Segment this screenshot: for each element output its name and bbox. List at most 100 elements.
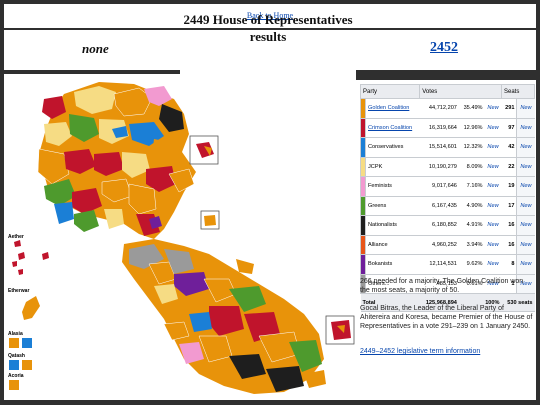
seats-change-cell: New xyxy=(516,98,535,119)
votes-cell: 16,319,664 xyxy=(419,117,459,138)
seats-cell: 42 xyxy=(501,137,517,158)
votes-cell: 9,017,646 xyxy=(419,176,459,197)
party-name: Alliance xyxy=(365,234,420,255)
table-row: Greens 6,167,435 4.90% New 17 New xyxy=(360,195,535,216)
inset-box-2 xyxy=(200,210,220,230)
seats-header: Seats xyxy=(501,84,535,99)
vote-pct-cell: 7.16% xyxy=(458,176,485,197)
party-name: Feminists xyxy=(365,176,420,197)
seats-change-cell: New xyxy=(516,176,535,197)
qatash-label: Qatash xyxy=(8,353,25,359)
votes-cell: 15,514,601 xyxy=(419,137,459,158)
party-name: Greens xyxy=(365,195,420,216)
alasia-label: Alasia xyxy=(8,331,23,337)
table-row: Golden Coalition 44,712,207 35.49% New 291 Ne… xyxy=(360,98,535,119)
inset-box-1 xyxy=(189,135,219,165)
vote-pct-cell: 12.96% xyxy=(458,117,485,138)
back-home-link[interactable]: Back to Home xyxy=(246,11,294,20)
seats-change-cell: New xyxy=(516,215,535,236)
top-nav-bar: Back to Home xyxy=(4,4,536,28)
vote-pct-cell: 3.94% xyxy=(458,234,485,255)
table-row: Conservatives 15,514,601 12.32% New 42 New xyxy=(360,137,535,158)
vote-change-cell: New xyxy=(484,176,502,197)
majority-text: 266 needed for a majority. The Golden Co… xyxy=(360,278,524,294)
seats-cell: 291 xyxy=(501,98,517,119)
party-name: Bokanists xyxy=(365,254,420,275)
results-map: Aether Etherwar Alasia Qatash Acoria xyxy=(4,74,356,400)
term-info-link[interactable]: 2449–2452 legislative term information xyxy=(360,348,481,355)
vote-change-cell: New xyxy=(484,156,502,177)
table-row: Feminists 9,017,646 7.16% New 19 New xyxy=(360,176,535,197)
votes-cell: 44,712,207 xyxy=(419,98,459,119)
total-votes: 125,968,894 xyxy=(419,293,459,312)
next-election-link[interactable]: 2452 xyxy=(430,40,458,55)
total-seats: 530 seats xyxy=(501,293,535,312)
vote-pct-cell: 4.91% xyxy=(458,215,485,236)
table-header-row: Party Votes Seats xyxy=(359,84,535,99)
results-body: Golden Coalition 44,712,207 35.49% New 291 Ne… xyxy=(360,98,535,294)
seats-change-cell: New xyxy=(516,195,535,216)
party-link[interactable]: Golden Coalition xyxy=(368,105,410,112)
vote-pct-cell: 12.32% xyxy=(458,137,485,158)
results-map-svg: Aether Etherwar Alasia Qatash Acoria xyxy=(8,82,355,394)
votes-cell: 6,167,435 xyxy=(419,195,459,216)
vote-change-cell: New xyxy=(484,98,502,119)
party-name: Golden Coalition xyxy=(365,98,420,119)
vote-change-cell: New xyxy=(484,195,502,216)
party-name: Crimson Coalition xyxy=(365,117,420,138)
seats-change-cell: New xyxy=(516,117,535,138)
etherwar-label: Etherwar xyxy=(8,288,29,294)
seats-cell: 22 xyxy=(501,156,517,177)
votes-header: Votes xyxy=(419,84,502,99)
votes-cell: 6,180,852 xyxy=(419,215,459,236)
table-row: JCPK 10,190,279 8.09% New 22 New xyxy=(360,156,535,177)
table-row: Crimson Coalition 16,319,664 12.96% New 97 Ne… xyxy=(360,117,535,138)
seats-cell: 16 xyxy=(501,215,517,236)
southern-landmass xyxy=(122,239,326,394)
table-row: Nationalists 6,180,852 4.91% New 16 New xyxy=(360,215,535,236)
vote-change-cell: New xyxy=(484,234,502,255)
page-title: 2449 House of Representatives results xyxy=(183,12,353,44)
table-row: Bokanists 12,114,531 9.62% New 8 New xyxy=(360,254,535,275)
seats-cell: 97 xyxy=(501,117,517,138)
vote-change-cell: New xyxy=(484,254,502,275)
seats-change-cell: New xyxy=(516,137,535,158)
vote-change-cell: New xyxy=(484,117,502,138)
party-name: Conservatives xyxy=(365,137,420,158)
vote-change-cell: New xyxy=(484,137,502,158)
aether-label: Aether xyxy=(8,234,24,240)
premier-text: Gocal Bitras, the Leader of the Liberal … xyxy=(360,305,533,330)
seats-change-cell: New xyxy=(516,254,535,275)
total-pct: 100% xyxy=(458,293,502,312)
vote-change-cell: New xyxy=(484,215,502,236)
table-row: Alliance 4,960,252 3.94% New 16 New xyxy=(360,234,535,255)
seats-change-cell: New xyxy=(516,273,535,294)
northern-landmass xyxy=(37,82,196,239)
total-row: Total 125,968,894 100% 530 seats xyxy=(360,293,535,312)
vote-pct-cell: 35.49% xyxy=(458,98,485,119)
acoria-label: Acoria xyxy=(8,373,24,379)
votes-cell: 4,960,252 xyxy=(419,234,459,255)
seats-cell: 17 xyxy=(501,195,517,216)
table-row: Others... 485,153 0.61% New 1 New xyxy=(360,273,535,294)
results-table: Party Votes Seats Golden Coalition 44,712… xyxy=(359,84,535,312)
party-name: JCPK xyxy=(365,156,420,177)
vote-pct-cell: 9.62% xyxy=(458,254,485,275)
map-inset-islands: Aether Etherwar Alasia Qatash Acoria xyxy=(8,234,49,390)
votes-cell: 10,190,279 xyxy=(419,156,459,177)
inset-box-4 xyxy=(325,315,355,345)
results-panel: Party Votes Seats Golden Coalition 44,712… xyxy=(356,80,536,400)
seats-change-cell: New xyxy=(516,234,535,255)
vote-pct-cell: 4.90% xyxy=(458,195,485,216)
party-header: Party xyxy=(359,84,421,99)
seats-cell: 8 xyxy=(501,254,517,275)
party-link[interactable]: Crimson Coalition xyxy=(368,124,413,131)
votes-cell: 12,114,531 xyxy=(419,254,459,275)
party-name: Nationalists xyxy=(365,215,420,236)
seats-cell: 16 xyxy=(501,234,517,255)
previous-election-label: none xyxy=(82,41,109,56)
seats-cell: 19 xyxy=(501,176,517,197)
vote-pct-cell: 8.09% xyxy=(458,156,485,177)
seats-change-cell: New xyxy=(516,156,535,177)
total-label: Total xyxy=(360,293,420,312)
